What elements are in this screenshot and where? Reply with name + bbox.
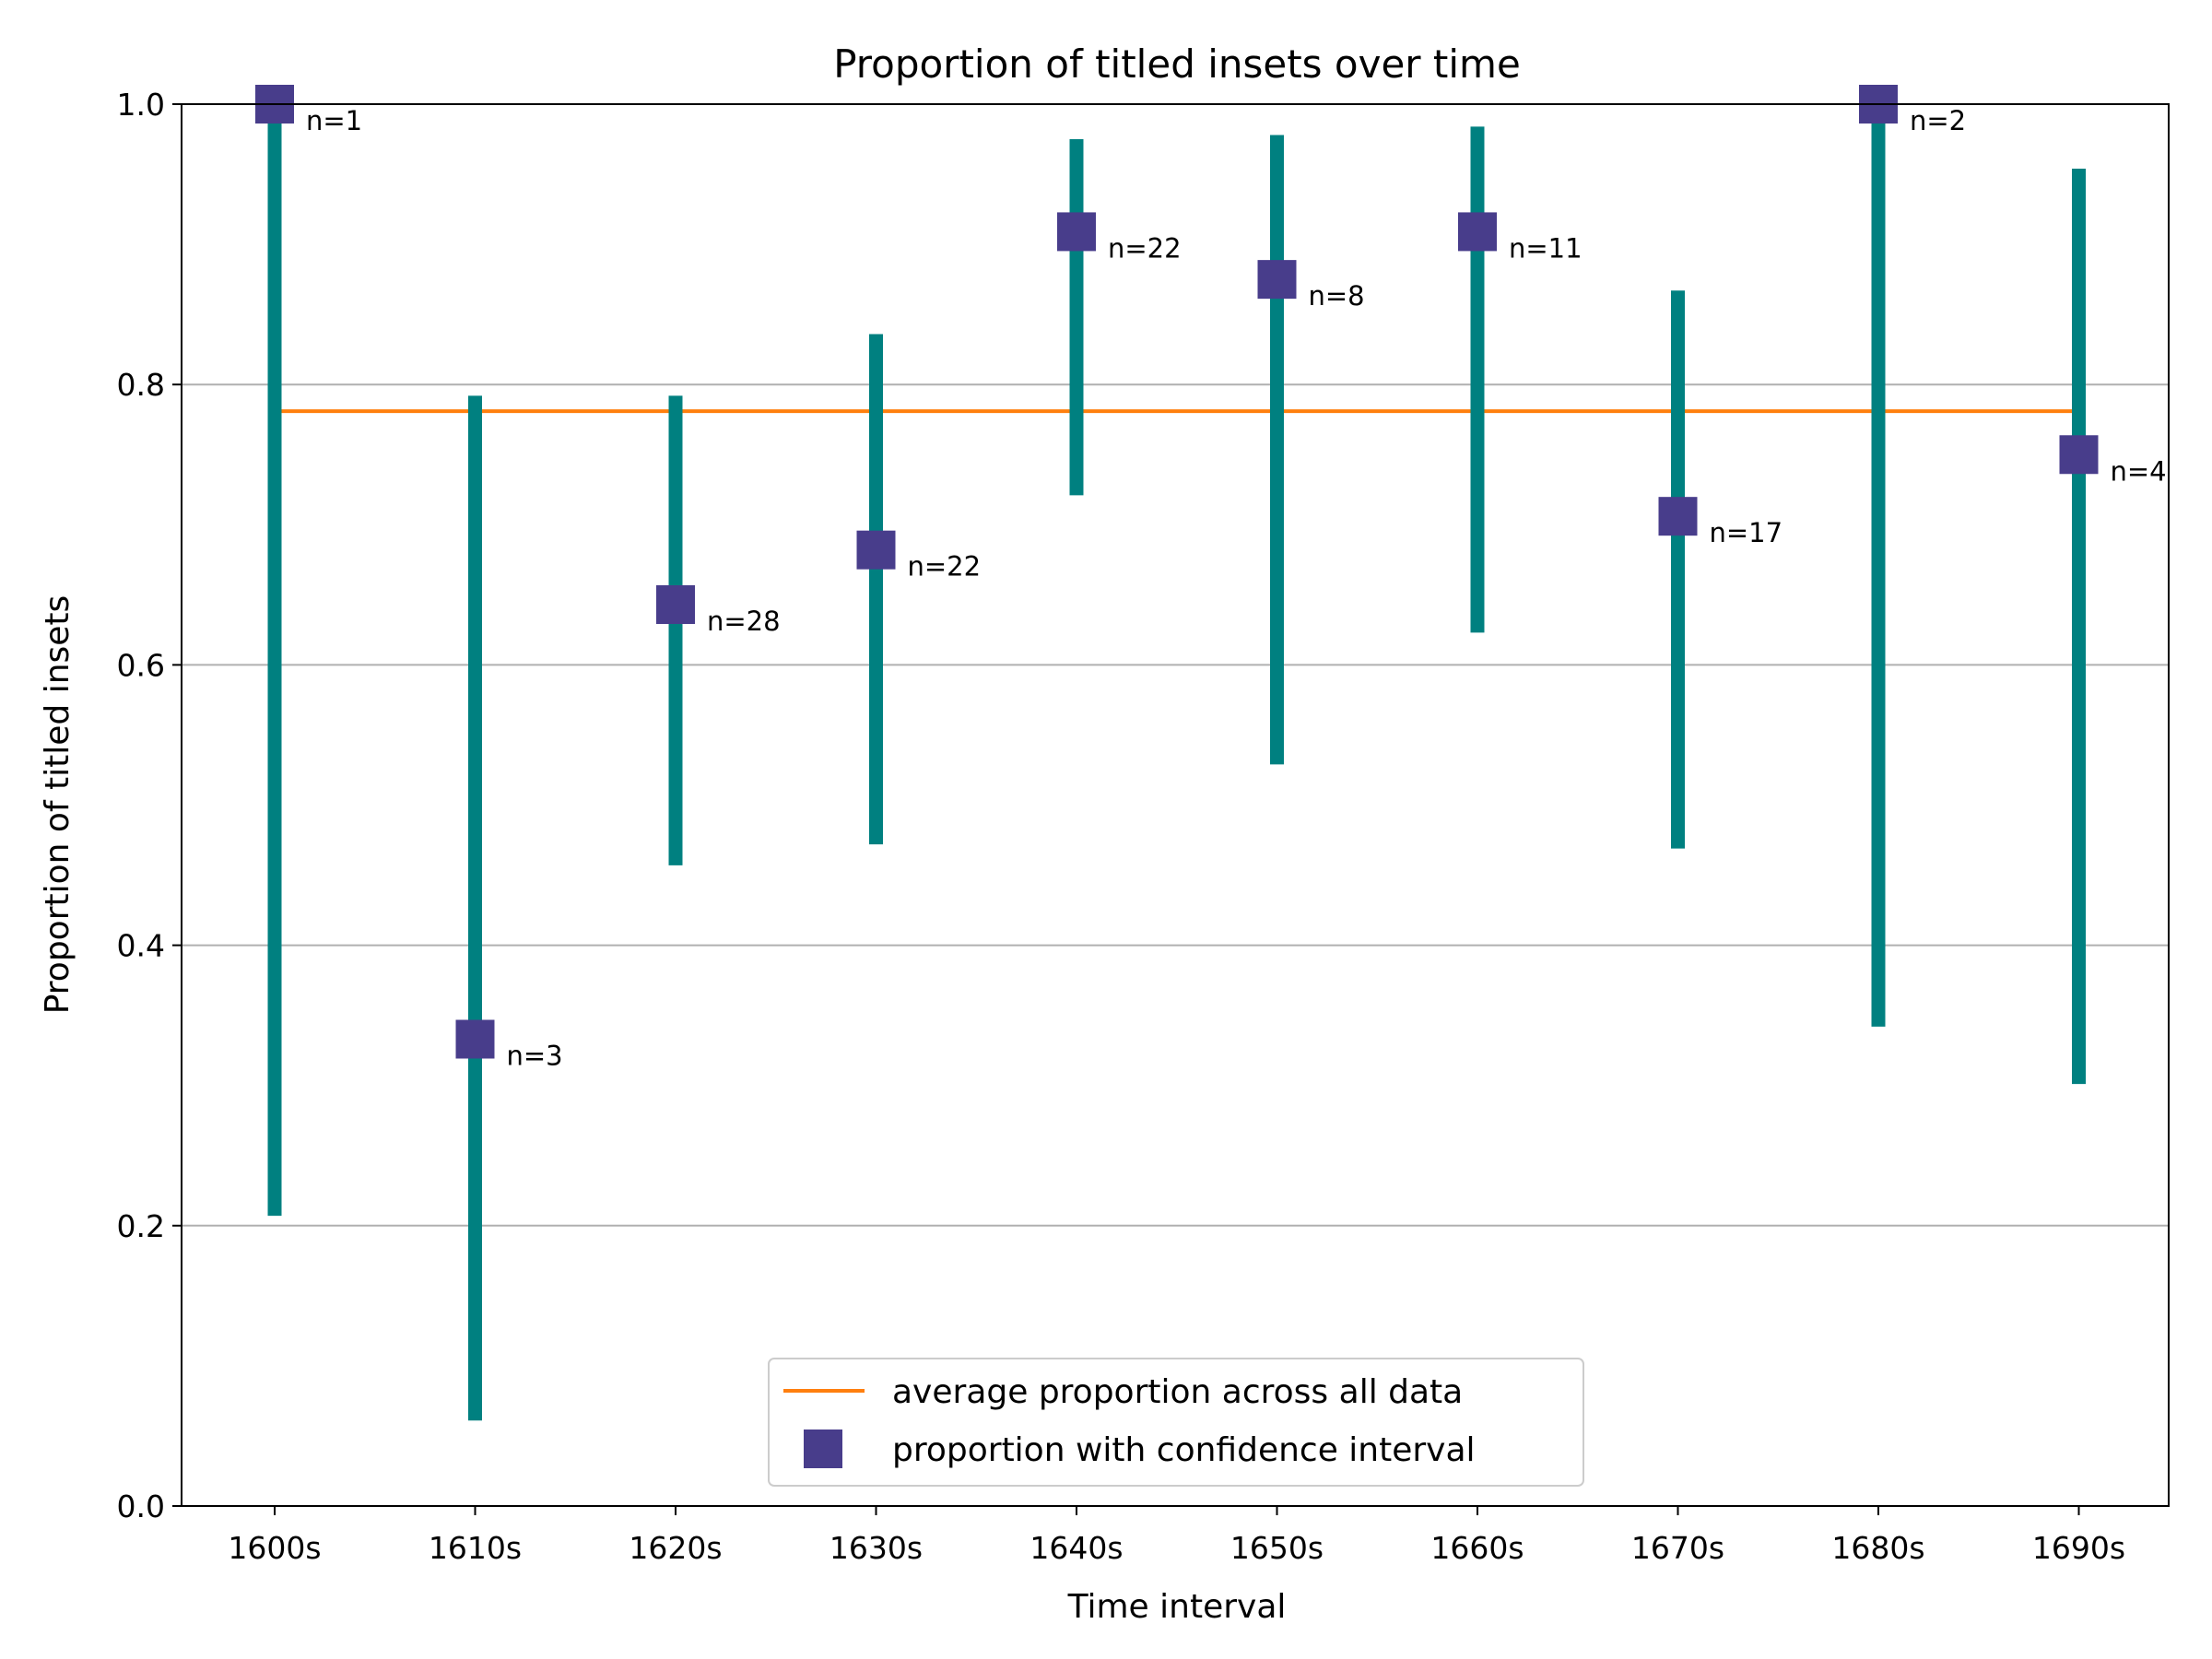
count-label: n=17: [1710, 517, 1783, 548]
proportion-marker: [857, 531, 896, 570]
error-bars: [275, 104, 2079, 1420]
legend: average proportion across all data propo…: [769, 1359, 1583, 1486]
x-tick-label: 1640s: [1030, 1530, 1123, 1566]
x-tick-label: 1680s: [1831, 1530, 1924, 1566]
count-label: n=22: [1108, 232, 1182, 264]
count-label: n=22: [908, 551, 982, 582]
y-axis-label: Proportion of titled insets: [39, 595, 76, 1015]
y-tick-label: 1.0: [117, 87, 165, 123]
count-label: n=1: [306, 105, 362, 136]
count-label: n=8: [1309, 280, 1365, 312]
count-label: n=11: [1509, 232, 1583, 264]
y-axis: 0.0 0.2 0.4 0.6 0.8 1.0: [117, 87, 182, 1524]
proportion-marker: [656, 585, 695, 624]
x-axis-label: Time interval: [1067, 1588, 1287, 1626]
proportion-markers: [255, 85, 2099, 1059]
y-tick-label: 0.2: [117, 1208, 165, 1244]
count-label: n=2: [1910, 105, 1966, 136]
x-tick-label: 1620s: [629, 1530, 722, 1566]
proportion-marker: [1057, 212, 1096, 251]
count-label: n=28: [707, 606, 781, 637]
x-tick-label: 1610s: [429, 1530, 522, 1566]
proportion-marker: [1458, 212, 1497, 251]
y-tick-label: 0.6: [117, 647, 165, 683]
proportion-marker: [456, 1020, 495, 1059]
x-tick-label: 1650s: [1230, 1530, 1324, 1566]
y-tick-label: 0.8: [117, 367, 165, 403]
y-tick-label: 0.0: [117, 1488, 165, 1524]
count-label: n=4: [2111, 455, 2167, 487]
legend-label-average: average proportion across all data: [892, 1373, 1463, 1411]
x-tick-label: 1630s: [830, 1530, 923, 1566]
count-labels: n=1 n=3 n=28 n=22 n=22 n=8 n=11 n=17 n=2 n=4: [306, 105, 2167, 1072]
proportion-marker: [1258, 260, 1297, 299]
x-tick-label: 1660s: [1430, 1530, 1524, 1566]
legend-marker-swatch: [804, 1430, 842, 1468]
chart-title: Proportion of titled insets over time: [833, 41, 1521, 87]
proportion-marker: [1659, 497, 1698, 535]
x-tick-label: 1670s: [1631, 1530, 1724, 1566]
x-tick-label: 1690s: [2032, 1530, 2125, 1566]
legend-label-proportion: proportion with confidence interval: [892, 1431, 1476, 1469]
x-tick-label: 1600s: [228, 1530, 321, 1566]
proportion-marker: [2060, 435, 2099, 474]
x-axis: 1600s 1610s 1620s 1630s 1640s 1650s 1660s 1670s…: [228, 1506, 2125, 1566]
count-label: n=3: [507, 1041, 563, 1072]
y-tick-label: 0.4: [117, 928, 165, 964]
